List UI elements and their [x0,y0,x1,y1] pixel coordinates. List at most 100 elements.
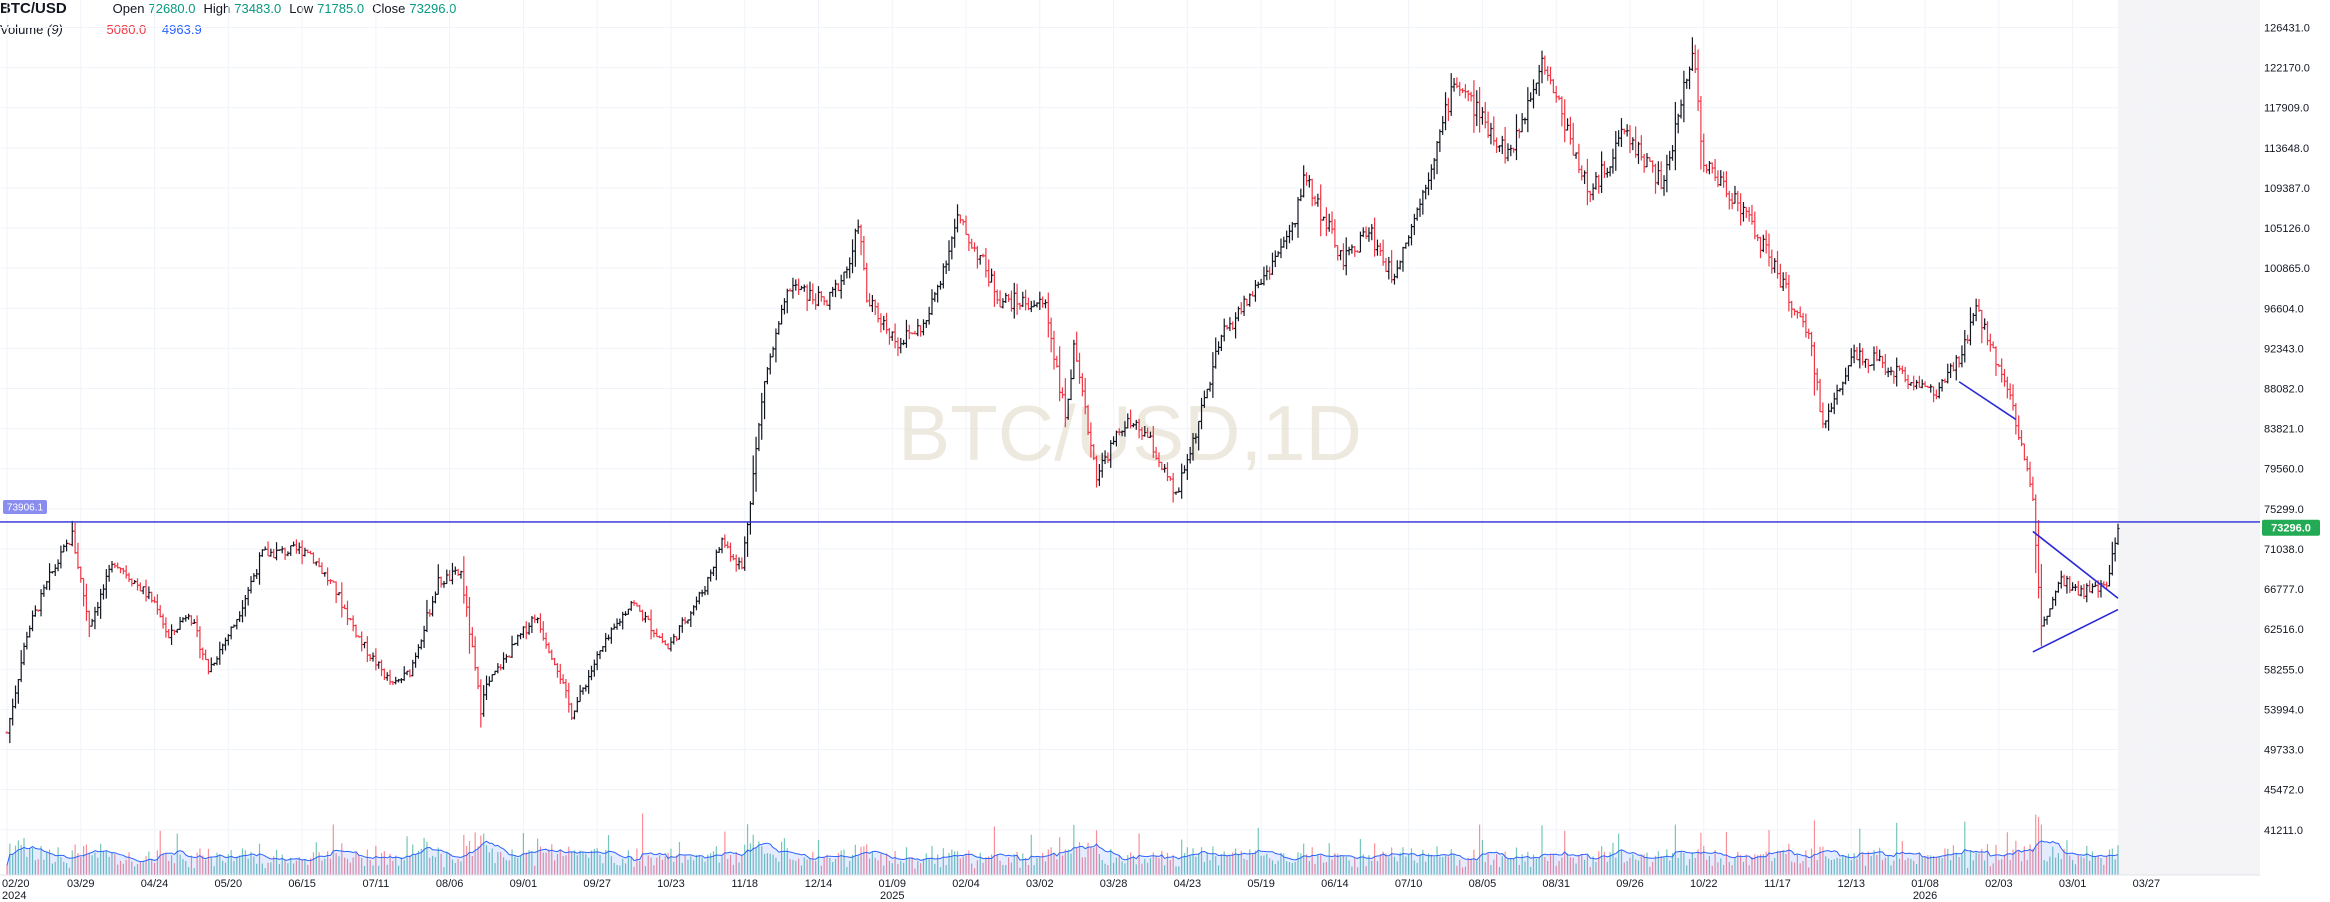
ohlc-bar [2039,563,2043,647]
ohlc-bar [958,214,962,224]
ohlc-bar [1903,367,1907,383]
ohlc-bar [258,552,262,585]
ohlc-bar [913,330,917,335]
price-legend: BTC/USD Open 72680.0 High 73483.0 Low 71785.0 C… [0,0,456,18]
ohlc-bar [1909,382,1913,386]
ohlc-bar [5,731,9,734]
ohlc-bar [936,284,940,303]
ohlc-bar [964,215,968,236]
ohlc-bar [2048,608,2052,617]
ohlc-bar [1597,174,1601,194]
ohlc-bar [1546,66,1550,81]
ohlc-bar [629,600,633,612]
ohlc-bar [1537,64,1541,97]
ohlc-bar [45,580,49,590]
ohlc-bar [868,293,872,307]
ohlc-bar [1061,387,1064,399]
ohlc-bar [646,615,650,621]
ohlc-bar [1846,365,1850,381]
ohlc-bar [82,577,86,607]
trendline[interactable] [2032,608,2119,653]
ohlc-bar [1512,147,1516,153]
ohlc-bar [1585,158,1589,206]
ohlc-bar [450,562,454,585]
ohlc-bar [1299,188,1303,202]
ohlc-bar [1268,266,1272,280]
ohlc-bar [170,624,174,645]
ohlc-bar [1180,463,1184,499]
ohlc-bar [1503,126,1507,164]
ohlc-bar [1120,430,1124,437]
ohlc-bar [1384,258,1388,272]
ohlc-bar [967,233,971,251]
ohlc-bar [819,291,823,302]
ohlc-bar [493,670,497,676]
ohlc-bar [919,325,923,337]
ohlc-bar [1634,126,1638,158]
ohlc-bar [1574,152,1578,159]
ohlc-bar [777,321,781,335]
ohlc-bar [987,259,991,287]
ohlc-bar [1617,130,1621,147]
ohlc-bar [1092,444,1096,461]
ohlc-bar [204,649,208,661]
ohlc-bar [1103,450,1107,465]
ohlc-bar [1444,92,1448,131]
price-axis[interactable]: 126431.0 122170.0 117909.0 113648.0 109387.0… [2264,22,2310,836]
x-tick-label: 03/29 [67,878,95,890]
ohlc-bar [277,549,281,551]
ohlc-bar [536,617,540,624]
ohlc-bar [743,536,747,571]
trendline[interactable] [1958,381,2017,421]
ohlc-bar [368,654,372,662]
ohlc-bar [1392,273,1396,285]
ohlc-bar [1475,90,1479,127]
ohlc-bar [1665,154,1669,193]
low-label: Low [289,1,314,16]
ohlc-bar [181,617,185,623]
ohlc-bar [1568,116,1572,145]
ohlc-bar [788,288,792,292]
ohlc-bar [828,291,832,310]
ohlc-bar [286,551,290,557]
ohlc-bar [1983,318,1987,330]
ohlc-bar [36,609,40,612]
ohlc-bar [2005,376,2009,399]
ohlc-bar [992,270,996,307]
ohlc-bar [39,589,43,617]
ohlc-bar [692,605,696,616]
ohlc-bar [848,257,852,279]
chart-watermark: BTC/USD,1D [898,389,1362,477]
ohlc-bar [768,353,772,375]
trendline[interactable] [2032,530,2119,599]
ohlc-bar [90,618,94,627]
volume-label: Volume [0,22,44,37]
ohlc-bar [1551,79,1555,94]
ohlc-bar [907,324,911,340]
ohlc-bar [345,600,349,626]
ohlc-bar [618,618,622,627]
ohlc-bar [1673,101,1677,171]
ohlc-bar [973,242,977,252]
ohlc-bar [1991,341,1995,349]
ohlc-bar [570,702,574,720]
ohlc-bar [1015,283,1019,315]
ohlc-bar [1534,82,1538,95]
ohlc-bar [950,236,954,260]
ohlc-bar [462,556,466,604]
ohlc-bar [1373,217,1377,257]
ohlc-bar [553,657,557,666]
ohlc-bar [1934,389,1938,400]
x-tick-label: 09/27 [583,878,611,890]
ohlc-bar [1114,430,1118,447]
ohlc-bar [1217,341,1221,355]
ohlc-bar [533,614,537,623]
ohlc-bar [1106,452,1110,464]
ohlc-bar [1143,425,1147,437]
ohlc-bar [235,618,239,630]
ohlc-bar [1600,151,1604,193]
ohlc-bar [1696,49,1700,111]
ohlc-bar [1461,88,1465,94]
time-axis[interactable]: 02/20 03/29 04/24 05/20 06/15 07/11 08/06 09/01… [0,874,2260,902]
